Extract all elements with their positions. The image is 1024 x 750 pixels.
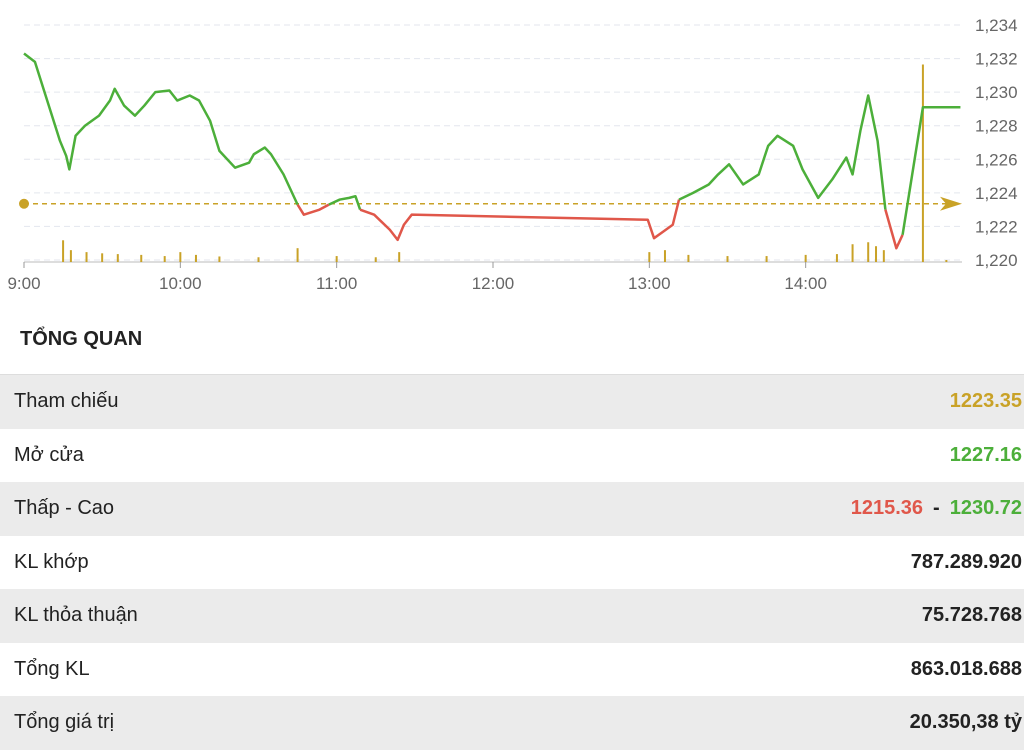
volume-bar — [398, 252, 401, 262]
overview-row: Tổng KL 863.018.688 — [0, 643, 1024, 697]
volume-bar — [194, 254, 197, 262]
row-value: 75.728.768 — [921, 604, 1022, 627]
x-tick-label: 12:00 — [472, 274, 515, 293]
y-tick-label: 1,232 — [975, 50, 1018, 69]
overview-row: KL thỏa thuận 75.728.768 — [0, 589, 1024, 643]
volume-bar — [663, 250, 666, 262]
volume-bar — [945, 260, 948, 262]
low-value: 1215.36 — [850, 497, 924, 520]
volume-bar — [374, 257, 377, 262]
row-label: Thấp - Cao — [14, 497, 115, 520]
price-line — [884, 209, 904, 250]
y-tick-label: 1,230 — [975, 83, 1018, 102]
price-line — [901, 106, 961, 236]
high-value: 1230.72 — [949, 497, 1022, 520]
row-value: 1223.35 — [949, 390, 1022, 413]
volume-bar — [687, 254, 690, 262]
volume-bar — [116, 254, 119, 262]
y-tick-label: 1,224 — [975, 184, 1018, 203]
y-tick-label: 1,222 — [975, 217, 1018, 236]
row-value: 20.350,38 tỷ — [909, 711, 1022, 734]
overview-row: Mở cửa 1227.16 — [0, 429, 1024, 483]
overview-row: Tổng giá trị 20.350,38 tỷ — [0, 696, 1024, 750]
volume-bar — [69, 250, 72, 262]
volume-bar — [875, 246, 878, 262]
row-label: KL thỏa thuận — [14, 604, 138, 627]
volume-bar — [218, 256, 221, 262]
volume-bar — [765, 256, 768, 262]
chart: 1,220 1,222 1,224 1,226 1,228 1,230 1,232 1,234… — [7, 16, 1018, 293]
row-value: 1227.16 — [949, 443, 1022, 466]
row-label: Mở cửa — [14, 443, 84, 466]
row-label: Tổng KL — [14, 657, 90, 680]
volume-bar — [62, 240, 65, 262]
y-tick-label: 1,220 — [975, 251, 1018, 270]
reference-dot — [19, 198, 29, 209]
separator: - — [933, 497, 940, 520]
volume-bar — [85, 252, 88, 262]
row-value: 787.289.920 — [910, 550, 1022, 573]
reference-arrow — [940, 196, 962, 211]
volume-bar — [851, 244, 854, 262]
volume-bar — [921, 64, 924, 262]
volume-bar — [804, 254, 807, 262]
volume-bar — [882, 250, 885, 262]
volume-bar — [726, 256, 729, 262]
x-tick-label: 9:00 — [7, 274, 40, 293]
volume-bar — [648, 252, 651, 262]
volume-bar — [257, 257, 260, 262]
section-title: TỔNG QUAN — [20, 328, 143, 350]
row-label: Tham chiếu — [14, 390, 119, 413]
price-line — [296, 203, 330, 216]
volume-bar — [867, 242, 870, 262]
volume-bar — [835, 254, 838, 262]
row-value: 863.018.688 — [910, 657, 1022, 680]
volume-bar — [140, 254, 143, 262]
overview-row: Thấp - Cao 1215.36-1230.72 — [0, 482, 1024, 536]
x-tick-label: 10:00 — [159, 274, 202, 293]
overview-row: KL khớp 787.289.920 — [0, 536, 1024, 590]
volume-bar — [179, 252, 182, 262]
y-tick-label: 1,226 — [975, 150, 1018, 169]
price-line — [678, 94, 887, 210]
y-tick-label: 1,234 — [975, 16, 1018, 35]
volume-bar — [163, 256, 166, 262]
y-tick-label: 1,228 — [975, 117, 1018, 136]
price-line — [359, 199, 681, 242]
row-value: 1215.36-1230.72 — [851, 497, 1022, 520]
overview-row: Tham chiếu 1223.35 — [0, 375, 1024, 429]
x-tick-label: 13:00 — [628, 274, 671, 293]
overview-table: Tham chiếu 1223.35 Mở cửa 1227.16 Thấp - Cao… — [0, 374, 1024, 750]
volume-bar — [296, 248, 299, 262]
volume-bar — [101, 253, 104, 262]
x-tick-label: 14:00 — [784, 274, 827, 293]
x-tick-label: 11:00 — [316, 274, 357, 293]
row-label: Tổng giá trị — [14, 711, 115, 734]
price-line — [23, 52, 299, 206]
volume-bar — [335, 256, 338, 262]
price-line — [328, 194, 362, 211]
row-label: KL khớp — [14, 550, 89, 573]
